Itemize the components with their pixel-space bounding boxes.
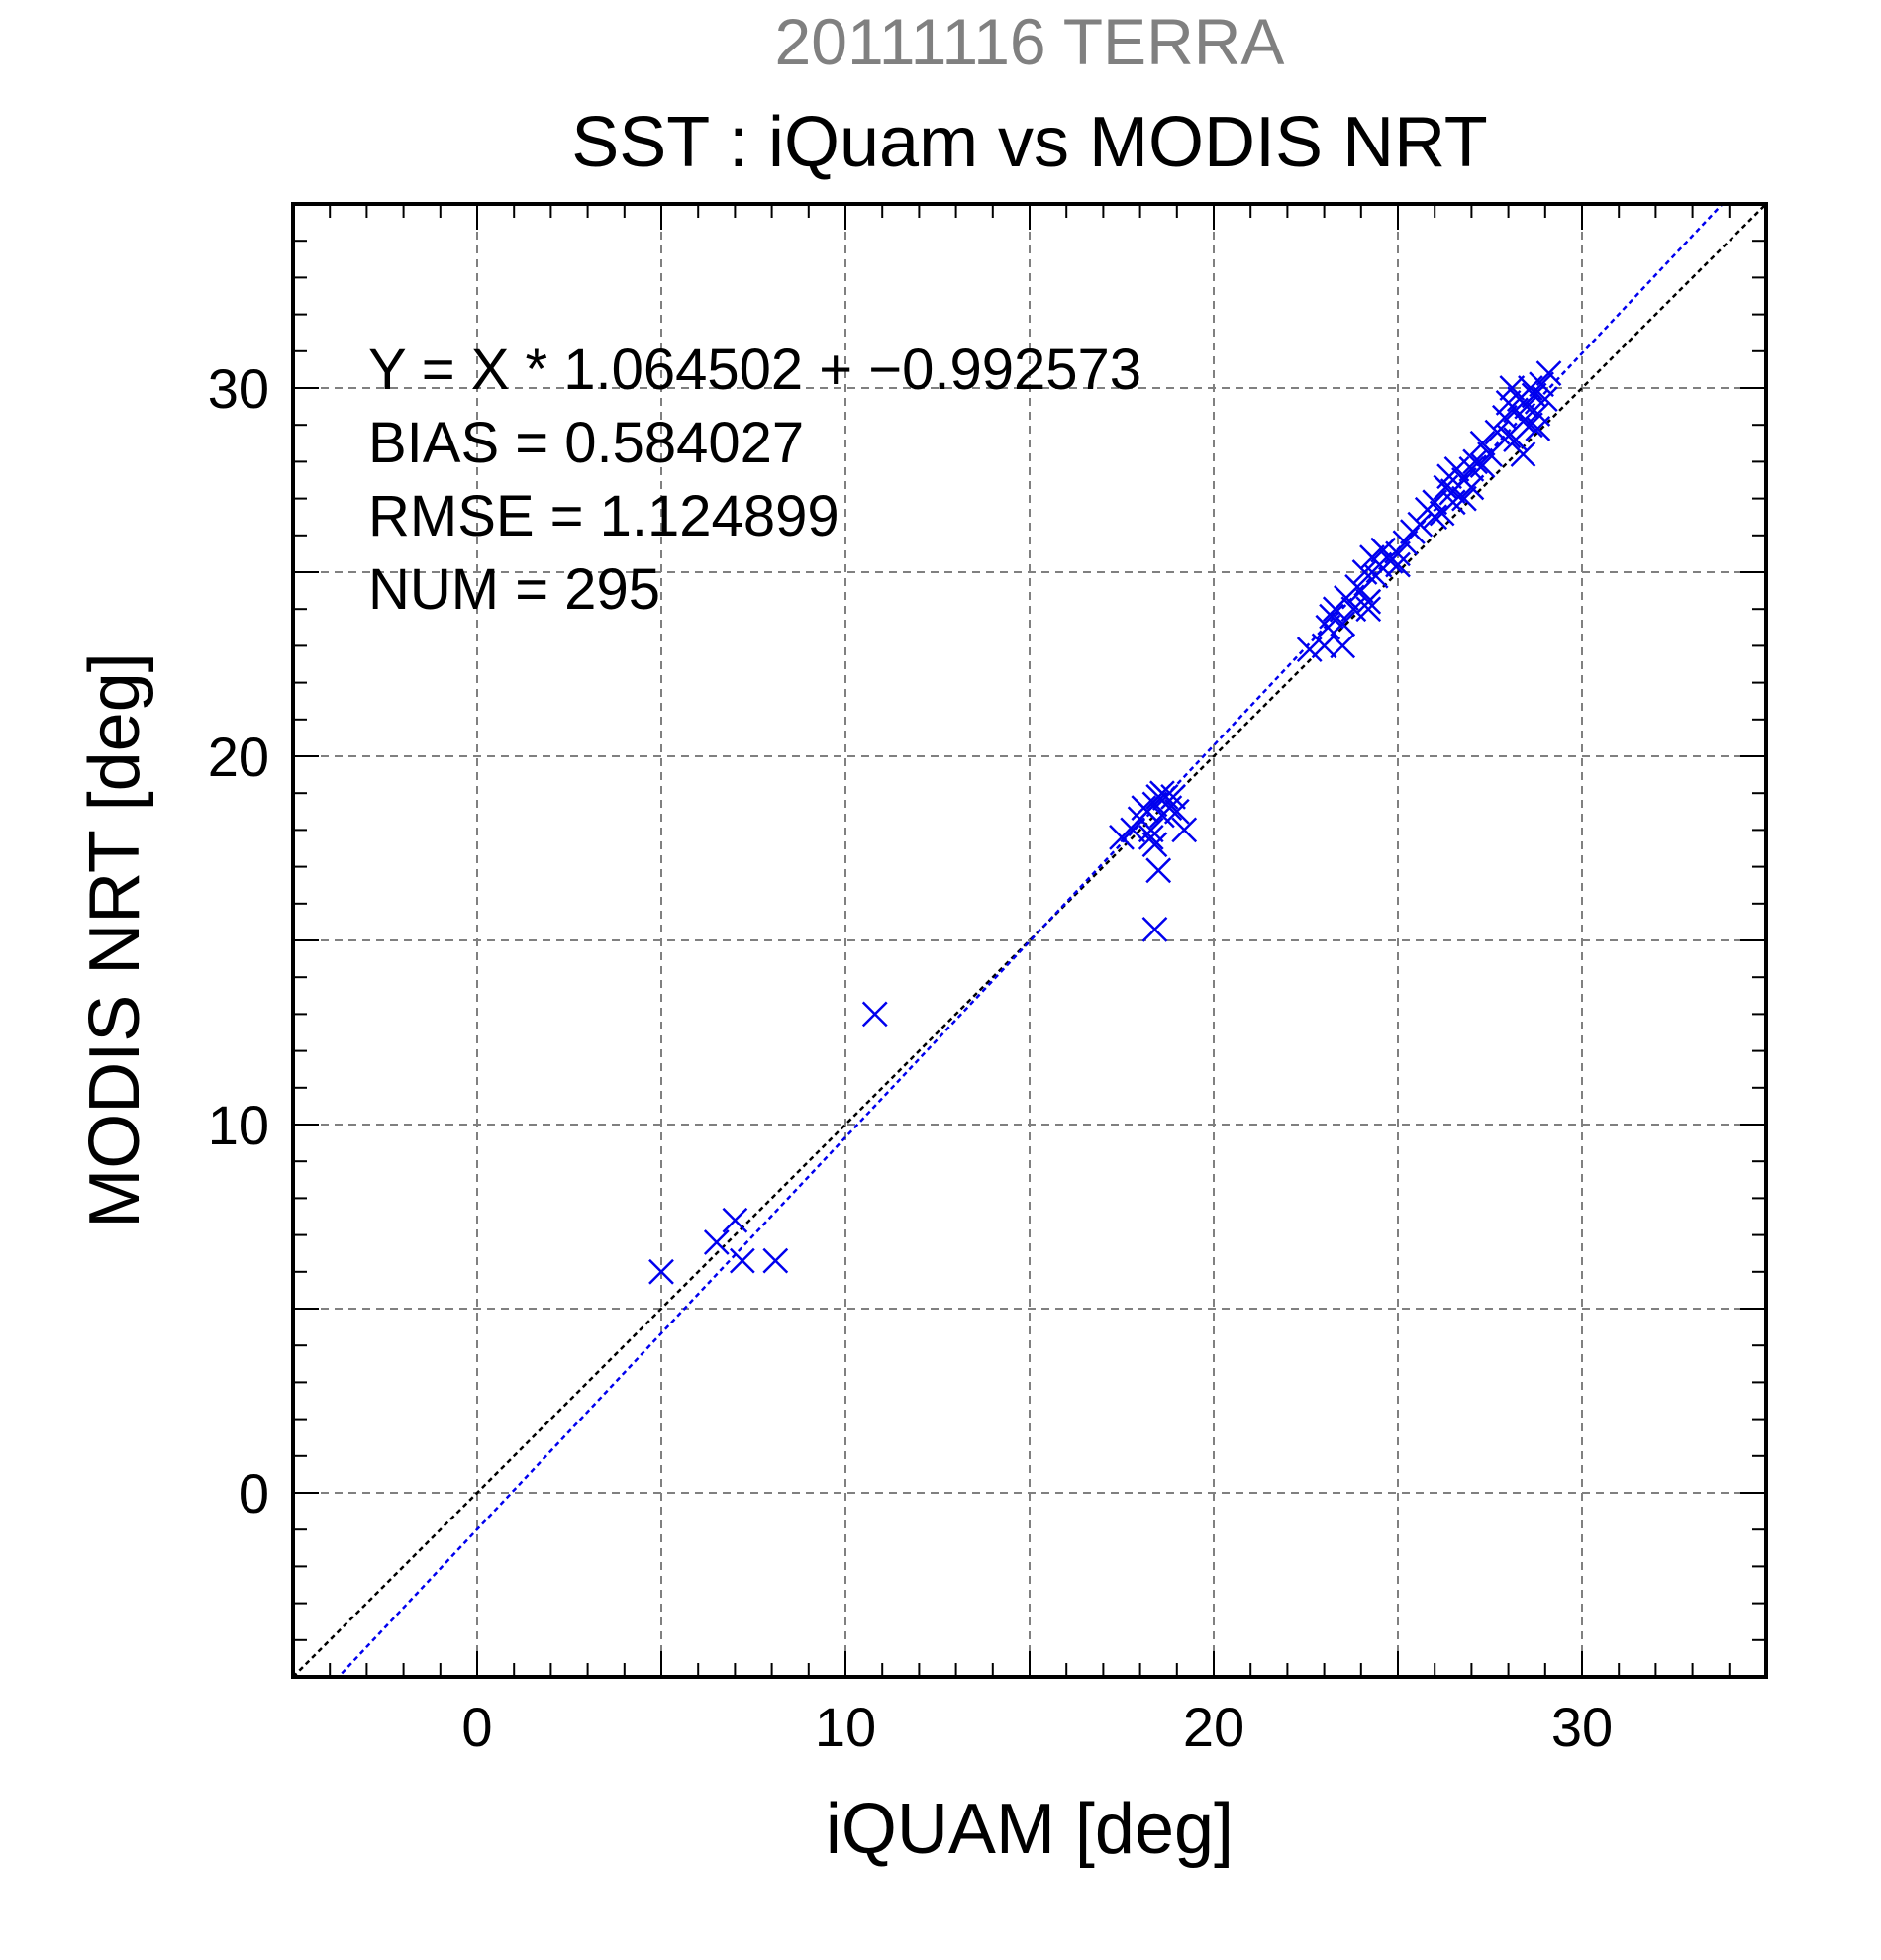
data-point-marker xyxy=(1355,588,1382,615)
y-tick-labels: 0 10 20 30 xyxy=(208,357,269,1524)
data-points xyxy=(648,360,1562,1285)
chart-title: SST : iQuam vs MODIS NRT xyxy=(571,103,1488,182)
grid-lines xyxy=(293,204,1766,1677)
stats-bias: BIAS = 0.584027 xyxy=(368,411,804,475)
data-point-marker xyxy=(729,1247,755,1274)
stats-rmse: RMSE = 1.124899 xyxy=(368,484,840,548)
data-point-marker xyxy=(1439,478,1466,505)
data-point-marker xyxy=(1311,633,1337,659)
data-point-marker xyxy=(1422,504,1448,531)
data-point-marker xyxy=(1385,551,1411,578)
y-axis-title: MODIS NRT [deg] xyxy=(75,652,154,1228)
data-point-marker xyxy=(1163,798,1190,825)
data-point-marker xyxy=(1145,857,1172,884)
data-point-marker xyxy=(648,1258,674,1285)
chart-supertitle: 20111116 TERRA xyxy=(775,5,1285,78)
x-axis-title: iQUAM [deg] xyxy=(826,1790,1234,1869)
data-point-marker xyxy=(1518,375,1543,401)
data-point-marker xyxy=(1495,423,1522,449)
data-point-marker xyxy=(1171,817,1198,843)
data-point-marker xyxy=(1462,448,1489,475)
data-point-marker xyxy=(762,1247,789,1274)
data-point-marker xyxy=(1355,596,1382,623)
data-point-marker xyxy=(1141,832,1168,858)
x-tick-label: 20 xyxy=(1183,1696,1244,1758)
data-point-marker xyxy=(1319,603,1344,630)
data-point-marker xyxy=(1503,427,1529,452)
data-point-marker xyxy=(1532,386,1558,413)
x-tick-labels: 0 10 20 30 xyxy=(461,1696,1613,1758)
data-point-marker xyxy=(1330,633,1356,659)
data-point-marker xyxy=(1149,780,1175,807)
data-point-marker xyxy=(1131,795,1157,821)
data-point-marker xyxy=(1525,416,1551,441)
data-point-marker xyxy=(1469,430,1496,456)
x-tick-label: 0 xyxy=(461,1696,492,1758)
data-point-marker xyxy=(1458,474,1485,501)
data-point-marker xyxy=(1120,817,1146,843)
data-point-marker xyxy=(1138,817,1164,843)
data-point-marker xyxy=(1392,530,1419,556)
data-point-marker xyxy=(861,1001,888,1028)
x-tick-label: 30 xyxy=(1551,1696,1613,1758)
data-point-marker xyxy=(1451,485,1477,512)
plot-frame xyxy=(291,202,1768,1679)
data-point-marker xyxy=(1141,916,1168,942)
data-point-marker xyxy=(1499,375,1526,401)
y-tick-label: 30 xyxy=(208,357,269,420)
data-point-marker xyxy=(1510,441,1536,467)
data-point-marker xyxy=(722,1207,748,1233)
y-tick-label: 0 xyxy=(239,1462,269,1524)
data-point-marker xyxy=(1535,360,1562,387)
data-point-marker xyxy=(1296,637,1323,663)
x-tick-label: 10 xyxy=(815,1696,876,1758)
stats-equation: Y = X * 1.064502 + −0.992573 xyxy=(368,338,1141,402)
axis-ticks xyxy=(293,204,1766,1677)
data-point-marker xyxy=(1385,540,1411,567)
y-tick-label: 10 xyxy=(208,1094,269,1156)
y-tick-label: 20 xyxy=(208,726,269,788)
data-point-marker xyxy=(1458,455,1485,482)
data-point-marker xyxy=(1138,824,1164,850)
data-point-marker xyxy=(1407,511,1434,538)
data-point-marker xyxy=(1330,611,1356,637)
data-point-marker xyxy=(703,1229,730,1255)
stats-num: NUM = 295 xyxy=(368,557,660,622)
